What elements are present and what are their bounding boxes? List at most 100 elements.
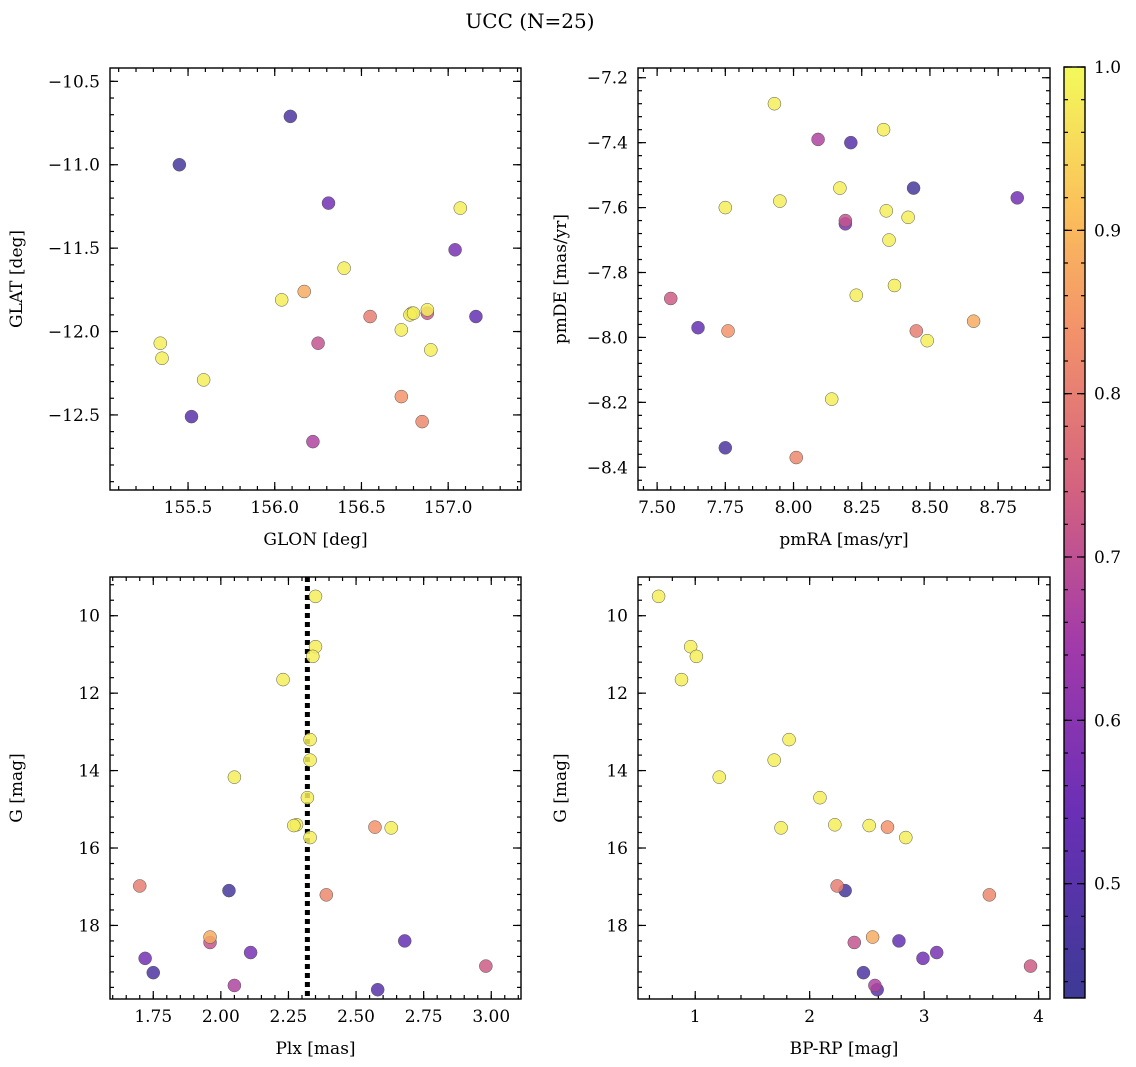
data-point (243, 945, 258, 960)
data-point (876, 122, 891, 137)
x-tick-label: 8.75 (979, 498, 1017, 518)
colorbar: 0.5 0.6 0.7 0.8 0.9 1.0 (1063, 58, 1121, 999)
data-point (828, 818, 842, 832)
data-point (920, 333, 934, 348)
data-point (916, 951, 930, 966)
y-tick-label: −12.0 (48, 323, 100, 343)
data-point (337, 261, 351, 275)
y-tick-label: −12.5 (48, 406, 100, 426)
data-point (397, 934, 412, 948)
data-point (856, 965, 871, 980)
data-point (321, 196, 336, 210)
y-tick-label: −8.2 (587, 393, 628, 413)
data-point (929, 945, 944, 960)
data-point (384, 821, 398, 835)
data-point (838, 213, 853, 228)
x-tick-label: 2 (804, 1007, 815, 1027)
data-point (453, 201, 468, 215)
y-tick-label: −11.0 (48, 156, 100, 176)
data-point (689, 649, 704, 664)
data-point (811, 132, 825, 147)
data-point (276, 672, 290, 687)
data-point (370, 982, 385, 997)
data-point (691, 320, 705, 335)
x-tick-label: 8.00 (775, 498, 813, 518)
data-point (479, 959, 493, 973)
data-point (892, 934, 906, 948)
y-tick-label: −7.4 (587, 134, 628, 154)
y-axis-label: pmDE [mas/yr] (551, 214, 571, 344)
data-point (306, 434, 320, 449)
data-point (172, 157, 187, 172)
y-tick-label: 16 (606, 839, 628, 859)
data-point (849, 288, 864, 302)
panel-bottom-left: 1.75 2.00 2.25 2.50 2.75 3.00 10 12 14 16 18 Plx [m… (7, 576, 522, 1059)
x-tick-label: 2.75 (405, 1007, 443, 1027)
colorbar-tick-label: 0.6 (1094, 711, 1121, 731)
data-point (774, 821, 788, 835)
data-point (824, 392, 839, 406)
x-tick-label: 7.75 (706, 498, 744, 518)
data-point (311, 336, 325, 350)
data-point (287, 818, 301, 833)
axes-frame (109, 576, 522, 1000)
data-point (789, 450, 804, 465)
y-tick-label: −7.2 (587, 69, 628, 89)
axes-frame (109, 67, 522, 491)
data-point (368, 820, 382, 834)
x-tick-label: 7.50 (638, 498, 676, 518)
data-point (718, 200, 733, 215)
y-tick-label: 18 (78, 916, 100, 936)
colorbar-gradient (1064, 67, 1085, 998)
data-point (306, 649, 320, 664)
data-point (415, 414, 429, 429)
data-point (887, 278, 902, 293)
axes-frame (637, 576, 1051, 1000)
y-tick-label: 12 (78, 684, 100, 704)
data-point (319, 888, 334, 902)
data-point (966, 314, 981, 328)
y-tick-label: 14 (606, 762, 628, 782)
y-tick-label: 14 (78, 762, 100, 782)
data-point (406, 306, 421, 320)
data-point (363, 309, 377, 324)
y-tick-label: 18 (606, 916, 628, 936)
data-point (906, 181, 921, 195)
data-point (274, 293, 289, 307)
data-point (767, 96, 782, 111)
data-point (155, 351, 169, 365)
data-point (303, 732, 317, 747)
x-tick-label: 155.5 (164, 498, 213, 518)
y-tick-label: −8.0 (587, 328, 628, 348)
data-point (222, 883, 236, 898)
x-axis-label: Plx [mas] (275, 1039, 355, 1059)
y-axis-label: G [mag] (551, 753, 571, 822)
panel-top-left: 155.5 156.0 156.5 157.0 −10.5 −11.0 −11.5 −12.0… (7, 67, 522, 550)
x-axis-label: BP-RP [mag] (790, 1039, 899, 1059)
data-point (862, 818, 876, 833)
data-point (909, 324, 924, 338)
x-axis-label: pmRA [mas/yr] (779, 530, 908, 550)
data-point (300, 790, 315, 805)
x-tick-label: 8.50 (911, 498, 949, 518)
y-tick-label: −11.5 (48, 239, 100, 259)
data-point (899, 830, 913, 845)
x-tick-label: 156.5 (337, 498, 386, 518)
data-point (865, 930, 880, 944)
data-point (227, 978, 242, 993)
panels: 155.5 156.0 156.5 157.0 −10.5 −11.0 −11.5 −12.0… (7, 67, 1051, 1059)
data-point (663, 291, 678, 306)
data-point (184, 409, 199, 424)
data-point (303, 830, 317, 845)
data-point (469, 309, 483, 324)
data-point (153, 336, 168, 350)
data-point (424, 343, 438, 357)
x-tick-label: 4 (1033, 1007, 1044, 1027)
data-point (718, 441, 733, 455)
colorbar-frame (1063, 66, 1086, 999)
data-point (651, 589, 666, 604)
colorbar-tick-label: 0.9 (1094, 221, 1121, 241)
x-tick-label: 157.0 (424, 498, 473, 518)
colorbar-tick-label: 0.5 (1094, 875, 1121, 895)
